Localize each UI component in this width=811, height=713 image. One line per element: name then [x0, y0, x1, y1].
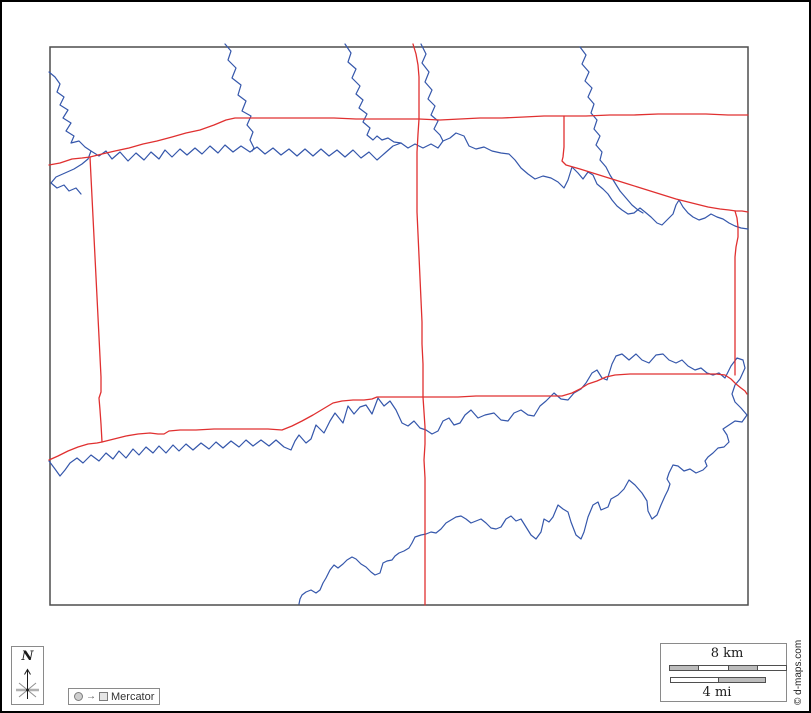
- road-vertical-west: [89, 156, 103, 443]
- river-south-long: [48, 353, 748, 605]
- compass-north-label: N: [21, 649, 34, 664]
- river-top-2: [344, 43, 402, 144]
- projection-label: Mercator: [111, 690, 155, 703]
- arrow-right-icon: →: [86, 690, 96, 702]
- rivers-layer: [48, 43, 749, 605]
- scale-bar-mi: [670, 677, 766, 684]
- river-top-4: [579, 46, 644, 214]
- road-horizontal-south: [48, 373, 748, 461]
- scale-bar-km: [669, 665, 787, 672]
- scale-km-segment-2: [699, 666, 729, 671]
- map-border: [49, 46, 749, 606]
- road-northeast-branch: [561, 115, 749, 213]
- scale-km-segment-3: [728, 666, 758, 671]
- road-vertical-center: [412, 43, 426, 606]
- globe-circle-icon: [74, 692, 83, 701]
- scale-km-label: 8 km: [710, 646, 744, 661]
- projection-chip: → Mercator: [68, 688, 161, 705]
- scale-km-segment-4: [757, 666, 786, 671]
- copyright-text: © d-maps.com: [793, 639, 804, 705]
- flat-map-square-icon: [99, 692, 108, 701]
- river-top-1: [224, 43, 255, 152]
- road-horizontal-north: [48, 113, 749, 166]
- scale-mi-segment-2: [718, 678, 765, 683]
- scale-km-segment-1: [670, 666, 700, 671]
- compass-rose-icon: [16, 668, 39, 699]
- road-vertical-east: [734, 210, 739, 376]
- river-northwest: [48, 71, 92, 195]
- compass-box: N: [11, 646, 44, 705]
- river-top-3: [420, 43, 444, 142]
- scale-mi-label: 4 mi: [702, 685, 732, 701]
- scale-box: 8 km 4 mi: [660, 643, 787, 702]
- river-main-north: [90, 132, 749, 230]
- roads-layer: [48, 43, 749, 606]
- scale-mi-segment-1: [671, 678, 719, 683]
